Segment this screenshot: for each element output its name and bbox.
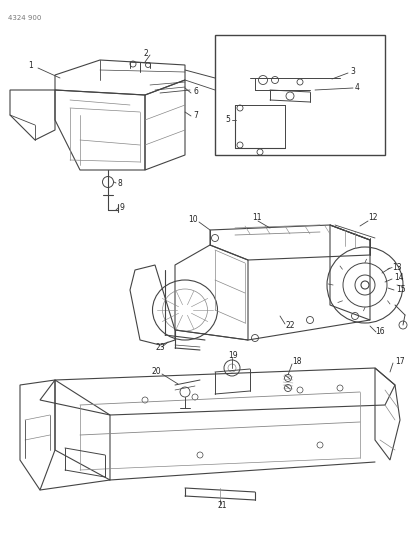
Text: 22: 22 <box>285 320 295 329</box>
Bar <box>215 35 385 155</box>
Text: 23: 23 <box>155 343 164 352</box>
Text: 12: 12 <box>368 214 377 222</box>
Text: 7: 7 <box>193 110 198 119</box>
Text: 19: 19 <box>228 351 237 360</box>
Text: 2: 2 <box>143 49 148 58</box>
Text: 16: 16 <box>375 327 385 336</box>
Text: 1: 1 <box>28 61 33 69</box>
Text: 4324 900: 4324 900 <box>8 15 41 21</box>
Text: 20: 20 <box>152 367 162 376</box>
Text: 15: 15 <box>396 285 406 294</box>
Text: 9: 9 <box>120 204 125 213</box>
Text: 3: 3 <box>350 68 355 77</box>
Text: 18: 18 <box>292 358 302 367</box>
Text: 17: 17 <box>395 358 405 367</box>
Text: 11: 11 <box>252 214 262 222</box>
Text: 13: 13 <box>392 262 401 271</box>
Text: 6: 6 <box>193 87 198 96</box>
Text: 21: 21 <box>218 500 228 510</box>
Text: 4: 4 <box>355 83 360 92</box>
Text: 10: 10 <box>188 215 197 224</box>
Text: 8: 8 <box>118 179 123 188</box>
Text: 5: 5 <box>225 116 230 125</box>
Text: 14: 14 <box>394 273 404 282</box>
